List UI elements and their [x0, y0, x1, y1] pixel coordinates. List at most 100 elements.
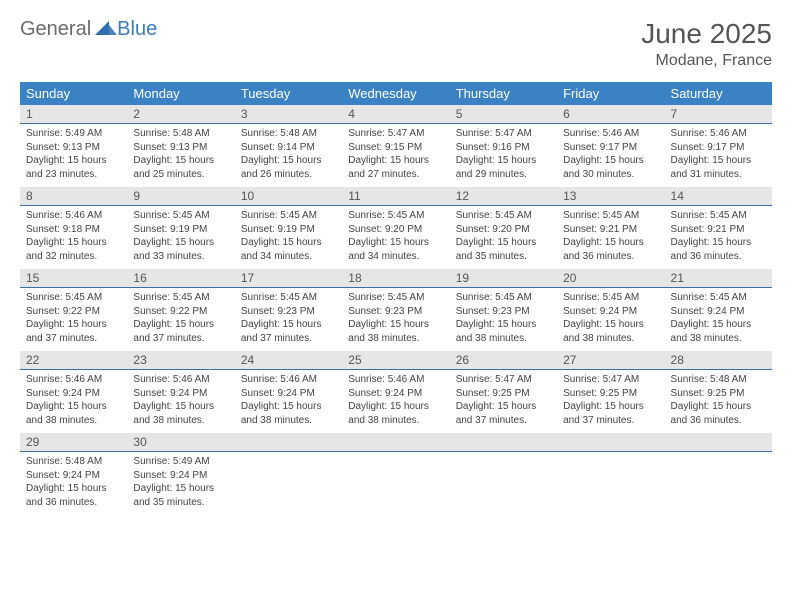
day-content: Sunrise: 5:45 AMSunset: 9:21 PMDaylight:…	[557, 206, 664, 269]
day-content: Sunrise: 5:48 AMSunset: 9:24 PMDaylight:…	[20, 452, 127, 515]
calendar-week-row: 29Sunrise: 5:48 AMSunset: 9:24 PMDayligh…	[20, 433, 772, 515]
logo-word2: Blue	[117, 18, 157, 41]
day-content: Sunrise: 5:46 AMSunset: 9:24 PMDaylight:…	[127, 370, 234, 433]
calendar-cell: 10Sunrise: 5:45 AMSunset: 9:19 PMDayligh…	[235, 187, 342, 269]
weekday-header: Monday	[127, 82, 234, 105]
calendar-cell: 28Sunrise: 5:48 AMSunset: 9:25 PMDayligh…	[665, 351, 772, 433]
calendar-week-row: 15Sunrise: 5:45 AMSunset: 9:22 PMDayligh…	[20, 269, 772, 351]
location-label: Modane, France	[641, 52, 772, 70]
day-number: 7	[665, 105, 772, 124]
day-content: Sunrise: 5:47 AMSunset: 9:25 PMDaylight:…	[557, 370, 664, 433]
calendar-cell: 20Sunrise: 5:45 AMSunset: 9:24 PMDayligh…	[557, 269, 664, 351]
day-number: 6	[557, 105, 664, 124]
day-content: Sunrise: 5:49 AMSunset: 9:13 PMDaylight:…	[20, 124, 127, 187]
day-number: 18	[342, 269, 449, 288]
calendar-cell	[450, 433, 557, 515]
calendar-cell: 1Sunrise: 5:49 AMSunset: 9:13 PMDaylight…	[20, 105, 127, 187]
day-number: 11	[342, 187, 449, 206]
day-number: 19	[450, 269, 557, 288]
title-block: June 2025 Modane, France	[641, 18, 772, 70]
day-number: 28	[665, 351, 772, 370]
day-content-empty	[235, 452, 342, 512]
day-content: Sunrise: 5:45 AMSunset: 9:20 PMDaylight:…	[450, 206, 557, 269]
day-number-empty	[235, 433, 342, 452]
weekday-header: Sunday	[20, 82, 127, 105]
day-number: 22	[20, 351, 127, 370]
calendar-cell: 24Sunrise: 5:46 AMSunset: 9:24 PMDayligh…	[235, 351, 342, 433]
calendar-cell: 9Sunrise: 5:45 AMSunset: 9:19 PMDaylight…	[127, 187, 234, 269]
day-content: Sunrise: 5:45 AMSunset: 9:24 PMDaylight:…	[665, 288, 772, 351]
day-number: 12	[450, 187, 557, 206]
day-content: Sunrise: 5:45 AMSunset: 9:22 PMDaylight:…	[20, 288, 127, 351]
day-content: Sunrise: 5:45 AMSunset: 9:19 PMDaylight:…	[235, 206, 342, 269]
calendar-cell: 25Sunrise: 5:46 AMSunset: 9:24 PMDayligh…	[342, 351, 449, 433]
page-title: June 2025	[641, 18, 772, 50]
day-number-empty	[342, 433, 449, 452]
day-number: 30	[127, 433, 234, 452]
calendar-week-row: 8Sunrise: 5:46 AMSunset: 9:18 PMDaylight…	[20, 187, 772, 269]
calendar-cell: 23Sunrise: 5:46 AMSunset: 9:24 PMDayligh…	[127, 351, 234, 433]
day-number: 5	[450, 105, 557, 124]
day-content: Sunrise: 5:46 AMSunset: 9:17 PMDaylight:…	[665, 124, 772, 187]
day-content: Sunrise: 5:48 AMSunset: 9:25 PMDaylight:…	[665, 370, 772, 433]
day-content: Sunrise: 5:45 AMSunset: 9:24 PMDaylight:…	[557, 288, 664, 351]
day-content: Sunrise: 5:45 AMSunset: 9:21 PMDaylight:…	[665, 206, 772, 269]
calendar-cell: 21Sunrise: 5:45 AMSunset: 9:24 PMDayligh…	[665, 269, 772, 351]
logo-word1: General	[20, 18, 91, 41]
day-number: 25	[342, 351, 449, 370]
day-number: 27	[557, 351, 664, 370]
day-number: 9	[127, 187, 234, 206]
header: General Blue June 2025 Modane, France	[20, 18, 772, 70]
day-content: Sunrise: 5:46 AMSunset: 9:18 PMDaylight:…	[20, 206, 127, 269]
calendar-cell: 15Sunrise: 5:45 AMSunset: 9:22 PMDayligh…	[20, 269, 127, 351]
calendar-cell: 4Sunrise: 5:47 AMSunset: 9:15 PMDaylight…	[342, 105, 449, 187]
day-number-empty	[665, 433, 772, 452]
day-content-empty	[450, 452, 557, 512]
day-number: 26	[450, 351, 557, 370]
weekday-header: Friday	[557, 82, 664, 105]
calendar-cell: 2Sunrise: 5:48 AMSunset: 9:13 PMDaylight…	[127, 105, 234, 187]
calendar-cell: 12Sunrise: 5:45 AMSunset: 9:20 PMDayligh…	[450, 187, 557, 269]
day-number: 14	[665, 187, 772, 206]
day-content: Sunrise: 5:45 AMSunset: 9:23 PMDaylight:…	[450, 288, 557, 351]
day-number: 15	[20, 269, 127, 288]
calendar-cell: 17Sunrise: 5:45 AMSunset: 9:23 PMDayligh…	[235, 269, 342, 351]
day-content: Sunrise: 5:46 AMSunset: 9:24 PMDaylight:…	[235, 370, 342, 433]
calendar-cell	[557, 433, 664, 515]
day-content: Sunrise: 5:46 AMSunset: 9:17 PMDaylight:…	[557, 124, 664, 187]
day-content: Sunrise: 5:47 AMSunset: 9:25 PMDaylight:…	[450, 370, 557, 433]
day-content: Sunrise: 5:48 AMSunset: 9:14 PMDaylight:…	[235, 124, 342, 187]
calendar-cell: 6Sunrise: 5:46 AMSunset: 9:17 PMDaylight…	[557, 105, 664, 187]
day-content: Sunrise: 5:46 AMSunset: 9:24 PMDaylight:…	[20, 370, 127, 433]
day-content: Sunrise: 5:45 AMSunset: 9:22 PMDaylight:…	[127, 288, 234, 351]
logo-triangle-icon	[95, 18, 117, 41]
day-number: 13	[557, 187, 664, 206]
day-number: 4	[342, 105, 449, 124]
day-content: Sunrise: 5:45 AMSunset: 9:19 PMDaylight:…	[127, 206, 234, 269]
calendar-cell: 7Sunrise: 5:46 AMSunset: 9:17 PMDaylight…	[665, 105, 772, 187]
weekday-header-row: SundayMondayTuesdayWednesdayThursdayFrid…	[20, 82, 772, 105]
day-content: Sunrise: 5:46 AMSunset: 9:24 PMDaylight:…	[342, 370, 449, 433]
day-number: 29	[20, 433, 127, 452]
calendar-cell: 8Sunrise: 5:46 AMSunset: 9:18 PMDaylight…	[20, 187, 127, 269]
calendar-cell: 19Sunrise: 5:45 AMSunset: 9:23 PMDayligh…	[450, 269, 557, 351]
day-number: 2	[127, 105, 234, 124]
calendar-cell	[235, 433, 342, 515]
day-number: 3	[235, 105, 342, 124]
day-number: 23	[127, 351, 234, 370]
calendar-cell: 5Sunrise: 5:47 AMSunset: 9:16 PMDaylight…	[450, 105, 557, 187]
weekday-header: Thursday	[450, 82, 557, 105]
calendar-cell: 11Sunrise: 5:45 AMSunset: 9:20 PMDayligh…	[342, 187, 449, 269]
calendar-cell: 29Sunrise: 5:48 AMSunset: 9:24 PMDayligh…	[20, 433, 127, 515]
day-number: 16	[127, 269, 234, 288]
calendar-week-row: 22Sunrise: 5:46 AMSunset: 9:24 PMDayligh…	[20, 351, 772, 433]
day-content-empty	[342, 452, 449, 512]
calendar-cell: 27Sunrise: 5:47 AMSunset: 9:25 PMDayligh…	[557, 351, 664, 433]
calendar-table: SundayMondayTuesdayWednesdayThursdayFrid…	[20, 82, 772, 515]
day-content: Sunrise: 5:45 AMSunset: 9:23 PMDaylight:…	[235, 288, 342, 351]
day-content: Sunrise: 5:47 AMSunset: 9:15 PMDaylight:…	[342, 124, 449, 187]
day-content-empty	[557, 452, 664, 512]
day-content: Sunrise: 5:49 AMSunset: 9:24 PMDaylight:…	[127, 452, 234, 515]
day-number: 8	[20, 187, 127, 206]
calendar-cell	[665, 433, 772, 515]
